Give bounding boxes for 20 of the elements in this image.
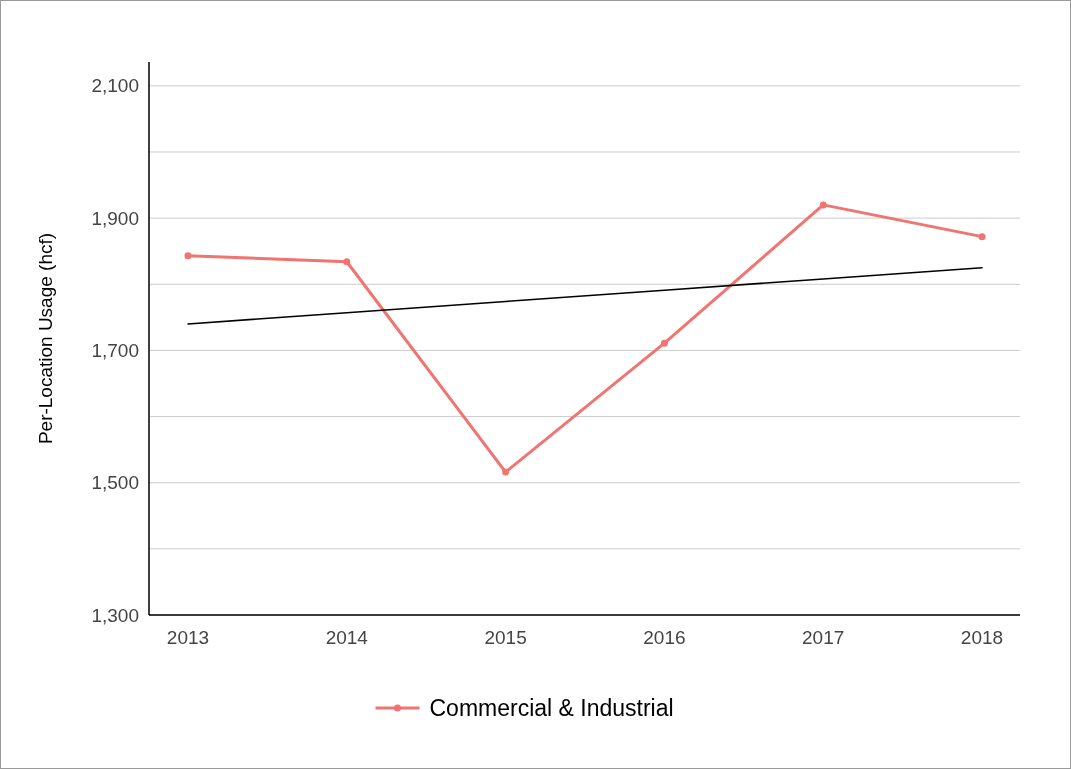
- y-tick-label: 1,700: [91, 340, 139, 362]
- y-tick-label: 2,100: [91, 75, 139, 97]
- y-tick-label: 1,900: [91, 207, 139, 229]
- point: [184, 252, 192, 260]
- point: [343, 258, 351, 266]
- x-tick-label: 2014: [325, 627, 369, 648]
- x-tick-label: 2017: [802, 627, 845, 648]
- y-tick-label: 1,300: [91, 604, 139, 626]
- legend-label: Commercial & Industrial: [429, 695, 674, 722]
- y-tick-label: 1,500: [91, 472, 139, 494]
- point: [978, 233, 986, 241]
- point: [660, 339, 668, 347]
- x-tick-label: 2015: [484, 627, 527, 648]
- x-tick-label: 2013: [166, 627, 210, 648]
- x-tick-label: 2016: [643, 627, 686, 648]
- line-series: [187, 266, 983, 325]
- point: [502, 468, 510, 476]
- point: [819, 201, 827, 209]
- x-tick-label: 2018: [960, 627, 1004, 648]
- y-axis-title: Per-Location Usage (hcf): [35, 232, 56, 445]
